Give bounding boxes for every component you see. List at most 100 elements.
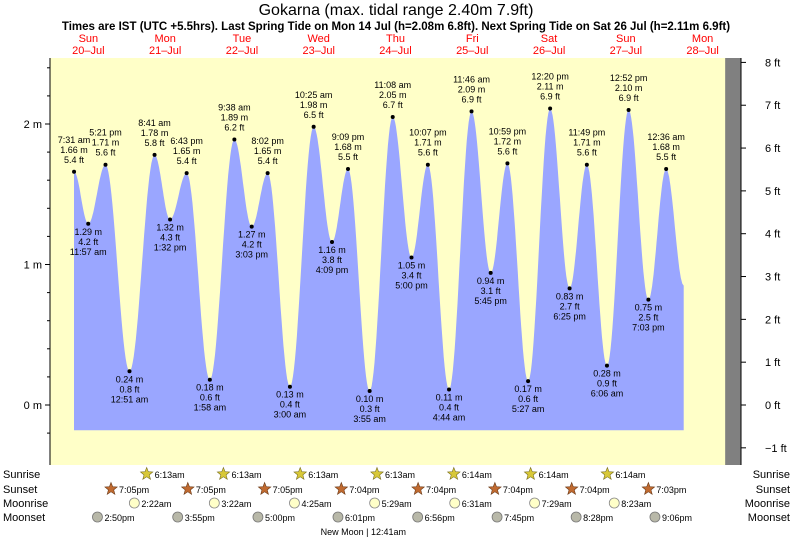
sunset-time: 7:04pm [580, 485, 610, 495]
moonset-icon [92, 511, 103, 523]
sunset-time: 7:04pm [349, 485, 379, 495]
tide-point [505, 161, 510, 166]
day-name: Fri [466, 33, 479, 45]
tide-label-h-ft: 0.4 ft [439, 403, 460, 413]
axes: 0 m 1 m 2 m −1 ft 0 ft 1 ft 2 ft 3 ft 4 ft 5 ft 6 … [24, 57, 787, 465]
moonset-icon [412, 511, 424, 523]
tide-label-h-m: 0.13 m [276, 390, 304, 400]
tide-point [526, 379, 531, 384]
tide-label-h-ft: 5.5 ft [338, 152, 359, 162]
tide-label-time: 1:32 pm [154, 243, 187, 253]
moon-phase-label: New Moon | 12:41am [321, 527, 406, 537]
tide-label-time: 6:43 pm [170, 136, 203, 146]
tide-label-time: 10:25 am [295, 90, 333, 100]
sunset-icon [487, 481, 502, 495]
moonset-time: 2:50pm [104, 513, 134, 523]
sunrise-time: 6:13am [385, 470, 415, 480]
tide-label-h-m: 1.16 m [318, 245, 346, 255]
tide-label-time: 6:25 pm [553, 311, 586, 321]
tide-label-time: 11:57 am [70, 247, 107, 257]
tide-label-time: 11:08 am [374, 80, 411, 90]
tide-label-h-ft: 3.8 ft [322, 255, 343, 265]
day-date: 20–Jul [72, 45, 104, 57]
tide-label-time: 3:55 am [353, 414, 386, 424]
tide-label-time: 12:51 am [111, 394, 149, 404]
tide-label-h-ft: 5.4 ft [258, 156, 279, 166]
tide-point [232, 137, 237, 142]
sunrise-time: 6:13am [155, 470, 185, 480]
moonrise-icon [529, 497, 541, 509]
tide-label-h-ft: 0.9 ft [597, 379, 618, 389]
tide-label-h-ft: 3.4 ft [401, 270, 422, 280]
tide-point [127, 369, 132, 374]
tide-label-h-m: 1.65 m [254, 146, 282, 156]
tide-label-h-m: 0.10 m [356, 394, 384, 404]
row-label-right: Moonrise [745, 498, 790, 510]
tide-label-h-m: 1.32 m [156, 223, 184, 233]
moonset-time: 7:45pm [504, 513, 534, 523]
row-label-right: Moonset [748, 512, 790, 524]
sunset-time: 7:03pm [656, 485, 686, 495]
tide-point [329, 240, 334, 245]
moonrise-time: 7:29am [542, 499, 572, 509]
sunrise-time: 6:13am [308, 470, 338, 480]
tide-label-h-m: 0.18 m [196, 383, 224, 393]
tide-label-time: 9:38 am [218, 102, 251, 112]
row-label-left: Sunrise [3, 469, 40, 481]
sunset-icon [180, 481, 195, 495]
row-label-right: Sunset [756, 484, 790, 496]
sunset-time: 7:05pm [119, 485, 149, 495]
moonrise-icon [608, 497, 620, 509]
tide-label-time: 5:45 pm [474, 296, 507, 306]
tide-label-time: 1:58 am [194, 403, 227, 413]
tide-label-h-ft: 5.4 ft [177, 156, 198, 166]
tide-point [103, 162, 108, 167]
sunrise-icon [216, 466, 231, 480]
tide-label-h-ft: 6.9 ft [462, 94, 483, 104]
moonrise-icon [369, 497, 381, 509]
sunset-icon [257, 481, 272, 495]
tide-label-time: 5:00 pm [395, 280, 428, 290]
tide-label-h-ft: 6.2 ft [224, 122, 245, 132]
chart-subtitle: Times are IST (UTC +5.5hrs). Last Spring… [62, 21, 730, 33]
tide-point [447, 387, 452, 392]
moonrise-time: 8:23am [621, 499, 651, 509]
day-name: Thu [386, 33, 405, 45]
tide-label-h-ft: 0.6 ft [200, 393, 221, 403]
tide-label-h-m: 1.66 m [60, 145, 88, 155]
tide-label-time: 11:46 am [453, 74, 490, 84]
tide-label-h-ft: 5.6 ft [577, 148, 598, 158]
tide-point [584, 162, 589, 167]
tide-label-h-ft: 5.6 ft [497, 146, 518, 156]
tide-point [249, 224, 254, 229]
tide-label-h-m: 1.71 m [414, 138, 442, 148]
sunrise-icon [446, 466, 461, 480]
tide-label-h-m: 2.10 m [615, 83, 643, 93]
tide-point [207, 377, 212, 382]
tide-label-h-m: 1.89 m [221, 112, 249, 122]
tide-curve [74, 108, 684, 431]
tide-label-h-m: 1.78 m [141, 128, 169, 138]
row-label-left: Moonrise [3, 498, 48, 510]
tide-point [152, 152, 157, 157]
tide-label-time: 8:41 am [138, 118, 171, 128]
tide-label-h-m: 0.11 m [436, 393, 463, 403]
day-name: Sun [616, 33, 636, 45]
tide-point [646, 297, 651, 302]
day-name: Mon [692, 33, 713, 45]
right-tick-label: 4 ft [765, 229, 780, 241]
moonset-icon [491, 511, 503, 523]
tide-label-time: 9:09 pm [332, 132, 365, 142]
left-tick-label: 0 m [24, 400, 42, 412]
sunset-icon [641, 481, 656, 495]
tide-label-h-ft: 5.5 ft [656, 152, 677, 162]
day-date: 27–Jul [610, 45, 642, 57]
day-name: Wed [308, 33, 330, 45]
tide-label-h-m: 0.94 m [477, 276, 505, 286]
day-name: Sat [541, 33, 558, 45]
tide-label-time: 12:52 pm [610, 73, 648, 83]
tide-label-h-ft: 6.9 ft [619, 93, 640, 103]
moonrise-time: 3:22am [221, 499, 251, 509]
day-date: 28–Jul [686, 45, 718, 57]
